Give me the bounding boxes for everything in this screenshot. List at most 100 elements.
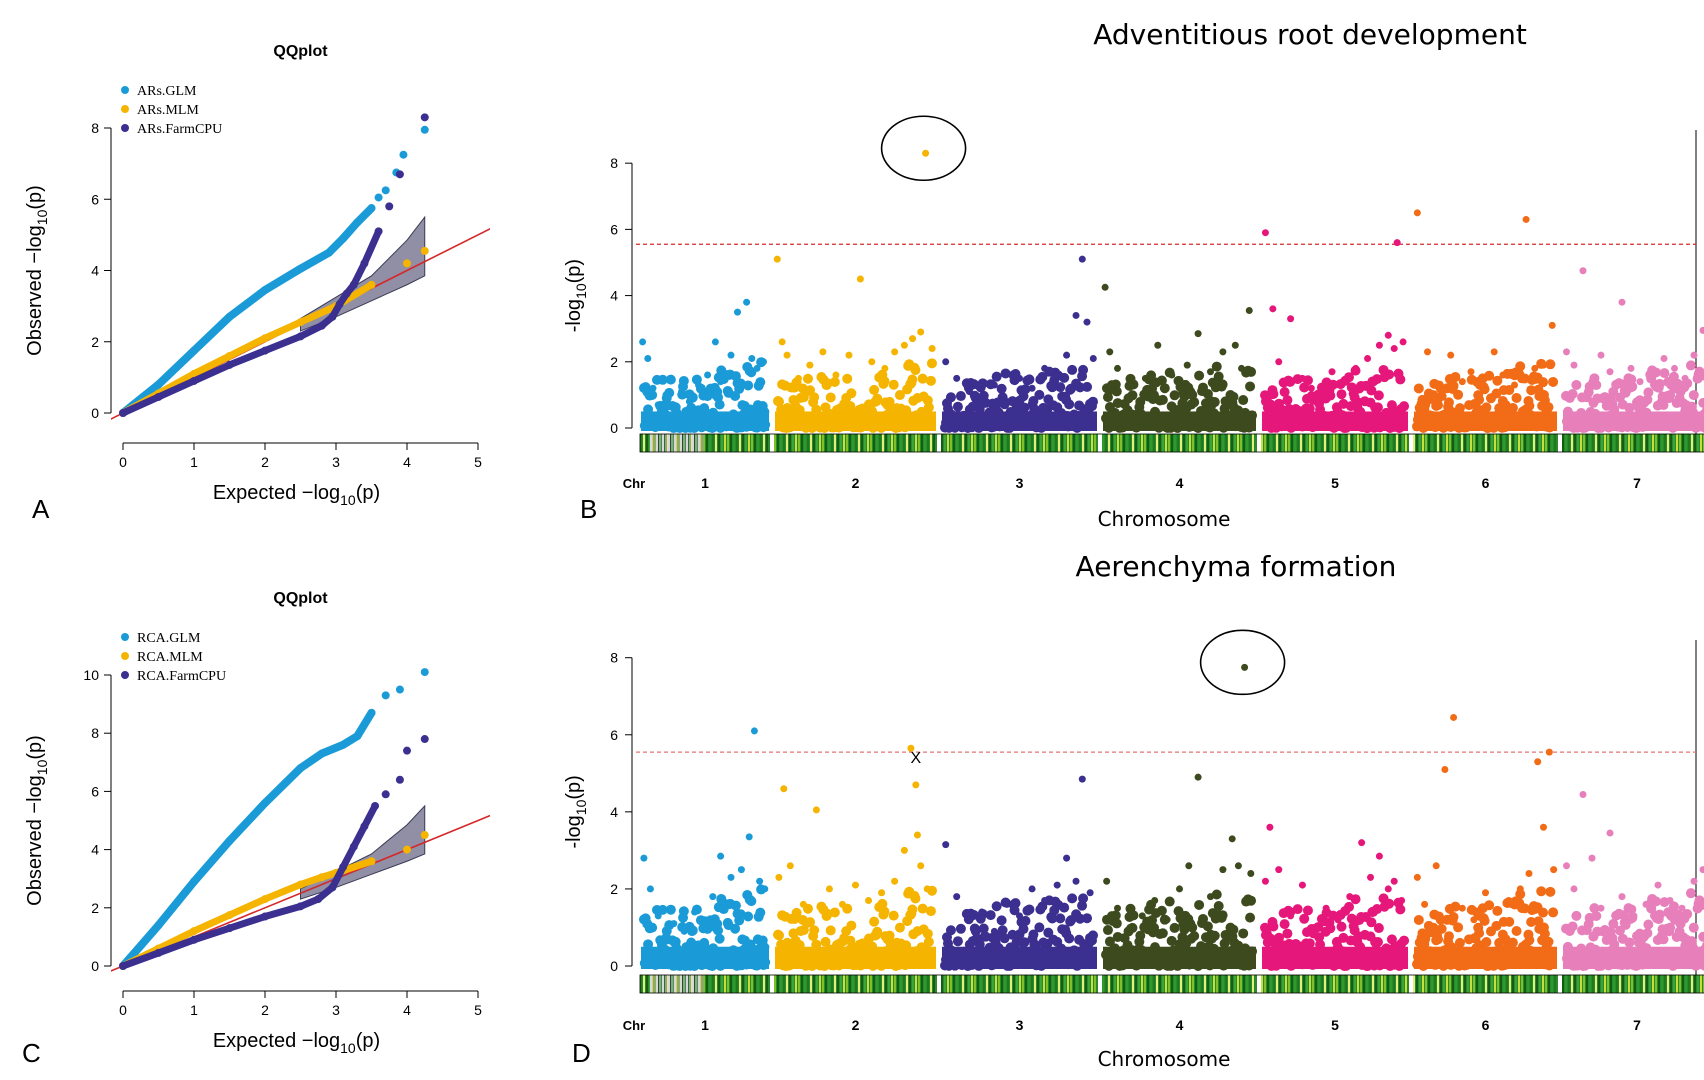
density-strip-bar — [912, 434, 914, 452]
density-strip-bar — [1046, 434, 1048, 452]
snp-point-dense — [1245, 912, 1256, 923]
density-strip-bar — [1216, 975, 1218, 993]
qq-point-ARs.MLM — [403, 259, 411, 268]
snp-point-dense — [1688, 922, 1699, 933]
snp-point-dense — [1652, 934, 1663, 945]
snp-point-chr6 — [1458, 378, 1466, 386]
density-strip-bar — [912, 975, 914, 993]
density-strip-bar — [1312, 975, 1314, 993]
snp-density-strip-chr3 — [941, 975, 1098, 993]
snp-point-dense — [1608, 918, 1619, 929]
density-strip-bar — [1025, 434, 1027, 452]
chromosome-2-cluster — [773, 358, 937, 433]
density-strip-bar — [1360, 434, 1362, 452]
snp-density-strip-chr7 — [1562, 975, 1704, 993]
snp-point-chr1 — [646, 885, 654, 893]
snp-point-chr3 — [1053, 881, 1061, 889]
density-strip-bar — [1589, 434, 1591, 452]
snp-point-dense — [1481, 937, 1492, 948]
density-strip-bar — [780, 434, 782, 452]
snp-point-dense — [1282, 395, 1293, 406]
snp-point-chr4 — [1241, 663, 1249, 671]
density-strip-bar — [1034, 434, 1036, 452]
density-strip-bar — [1117, 975, 1119, 993]
density-strip-bar — [1204, 975, 1206, 993]
snp-point-dense — [1373, 923, 1384, 934]
density-strip-bar — [1527, 434, 1529, 452]
snp-point-chr1 — [639, 338, 647, 346]
density-strip-bar — [897, 434, 899, 452]
density-strip-bar — [941, 434, 943, 452]
density-strip-bar — [1589, 975, 1591, 993]
qq-point-RCA.FarmCPU — [395, 775, 404, 784]
qq-series-line-RCA.GLM — [119, 708, 376, 970]
density-strip-bar — [1025, 975, 1027, 993]
density-strip-bar — [983, 975, 985, 993]
density-strip-bar — [1458, 434, 1460, 452]
snp-point-dense — [678, 375, 689, 386]
density-strip-bar — [1147, 434, 1149, 452]
snp-point-chr4 — [1238, 364, 1245, 372]
density-strip-bar — [1491, 975, 1493, 993]
snp-point-dense — [1545, 359, 1556, 370]
snp-point-dense — [1473, 922, 1484, 933]
density-strip-bar — [1327, 434, 1329, 452]
snp-point-dense — [1413, 383, 1424, 394]
snp-point-chr5 — [1375, 852, 1383, 860]
density-strip-bar — [757, 975, 759, 993]
density-strip-bar — [858, 434, 860, 452]
density-strip-bar — [1144, 434, 1146, 452]
density-strip-bar — [995, 434, 997, 452]
snp-point-dense — [1692, 373, 1703, 384]
density-strip-bar — [989, 434, 991, 452]
snp-point-dense — [1200, 398, 1211, 409]
snp-point-dense — [1601, 400, 1612, 411]
panel-b-manhattan: Adventitious root development 0 2 4 6 8 -log10… — [563, 18, 1704, 531]
snp-point-chr5 — [1358, 839, 1366, 847]
density-strip-bar — [1360, 975, 1362, 993]
density-strip-bar — [1428, 975, 1430, 993]
density-strip-bar — [643, 434, 645, 452]
density-strip-bar — [1228, 975, 1230, 993]
density-strip-bar — [1390, 975, 1392, 993]
density-strip-bar — [831, 434, 833, 452]
snp-point-dense — [1245, 381, 1256, 392]
density-strip-bar — [1488, 975, 1490, 993]
snp-point-chr4 — [1219, 866, 1227, 874]
density-strip-bar — [1309, 975, 1311, 993]
snp-point-dense — [1067, 893, 1078, 904]
snp-point-dense — [1589, 903, 1600, 914]
density-strip-bar — [703, 434, 705, 452]
density-strip-bar — [668, 975, 670, 993]
snp-point-chr1 — [743, 298, 751, 306]
density-strip-bar — [692, 975, 694, 993]
density-strip-bar — [1339, 434, 1341, 452]
snp-point-chr7 — [1660, 354, 1668, 362]
density-strip-bar — [861, 434, 863, 452]
snp-point-dense — [1074, 934, 1085, 945]
qq-point-ARs.FarmCPU — [328, 312, 337, 321]
density-strip-bar — [1601, 434, 1603, 452]
snp-point-dense — [821, 380, 832, 391]
density-strip-bar — [1279, 975, 1281, 993]
density-strip-bar — [1521, 975, 1523, 993]
density-strip-bar — [998, 975, 1000, 993]
snp-point-dense — [665, 904, 676, 915]
snp-point-dense — [996, 915, 1007, 926]
snp-point-chr5 — [1275, 866, 1283, 874]
density-strip-bar — [1682, 434, 1684, 452]
density-strip-bar — [1288, 975, 1290, 993]
density-strip-bar — [956, 975, 958, 993]
legend-label: RCA.GLM — [137, 631, 201, 646]
snp-point-dense — [1494, 403, 1505, 414]
density-strip-bar — [1622, 434, 1624, 452]
density-strip-bar — [1159, 434, 1161, 452]
density-strip-bar — [992, 975, 994, 993]
density-strip-bar — [751, 975, 753, 993]
snp-point-dense — [1106, 380, 1117, 391]
snp-point-dense — [1597, 926, 1608, 937]
density-strip-bar — [721, 434, 723, 452]
density-strip-bar — [701, 434, 703, 452]
density-strip-bar — [897, 975, 899, 993]
density-strip-bar — [1079, 975, 1081, 993]
